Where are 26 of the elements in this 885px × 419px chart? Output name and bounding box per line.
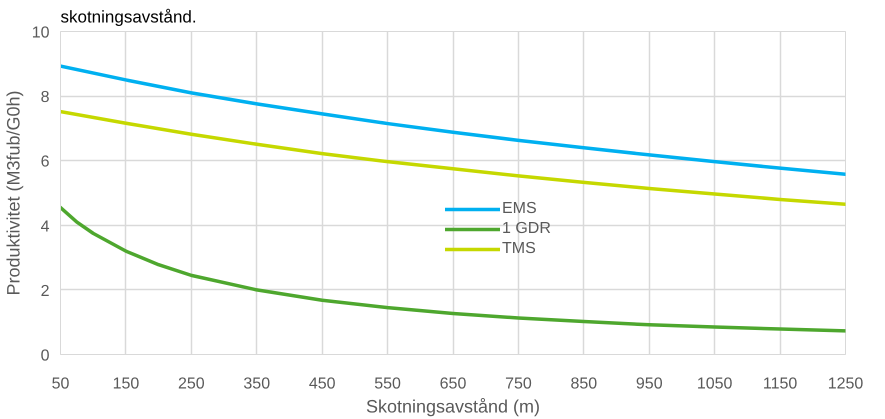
x-tick-label: 950: [636, 376, 663, 392]
x-tick-label: 350: [243, 376, 270, 392]
y-tick-label: 6: [40, 154, 50, 171]
x-tick-label: 1150: [762, 376, 798, 392]
text: skotningsavstånd.: [60, 8, 197, 26]
y-tick-label: 2: [40, 282, 50, 300]
legend-label: EMS: [502, 200, 537, 218]
x-axis-title: Skotningsavstånd (m): [366, 396, 540, 416]
x-tick-label: 750: [505, 376, 532, 392]
x-tick-label: 50: [52, 376, 70, 392]
legend-label: TMS: [502, 240, 536, 258]
y-tick-label: 8: [40, 89, 50, 106]
y-tick-label: 0: [40, 348, 50, 364]
y-axis-title: Produktivitet (M3fub/G0h): [4, 90, 24, 296]
x-tick-label: 150: [112, 376, 140, 392]
y-tick-label: 10: [32, 24, 50, 42]
x-tick-label: 850: [570, 376, 598, 392]
y-tick-label: 4: [40, 218, 50, 236]
x-tick-label: 650: [440, 376, 466, 392]
x-tick-label: 450: [308, 376, 336, 392]
line-series: [60, 64, 846, 176]
x-tick-label: 1250: [828, 376, 864, 392]
x-tick-label: 1050: [696, 376, 733, 392]
x-tick-label: 250: [178, 376, 205, 392]
x-tick-label: 550: [374, 376, 402, 392]
legend-label: 1 GDR: [502, 220, 551, 238]
